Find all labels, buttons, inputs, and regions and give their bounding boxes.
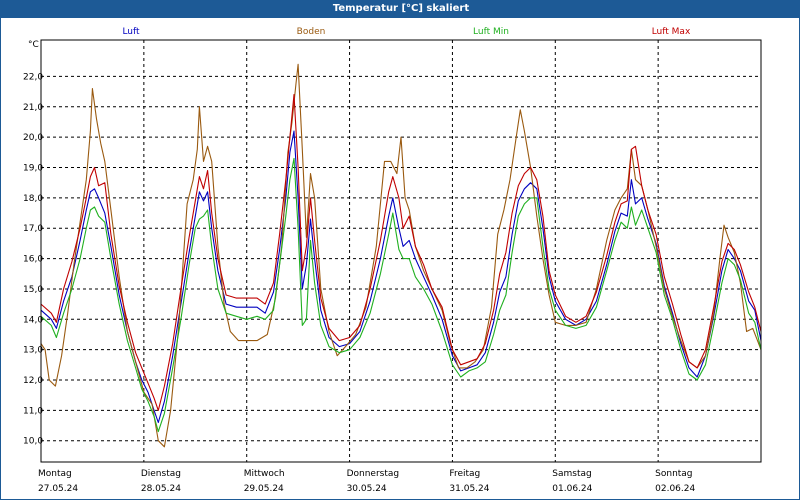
y-tick-label: 18,0 xyxy=(23,194,43,204)
x-tick-day: Dienstag xyxy=(141,469,181,479)
y-tick-label: 19,0 xyxy=(23,164,43,174)
y-tick-label: 11,0 xyxy=(23,406,43,416)
y-tick-label: 17,0 xyxy=(23,224,43,234)
series-lines xyxy=(40,63,762,448)
legend-item: Luft Max xyxy=(652,27,691,37)
plot-area-border xyxy=(40,39,762,463)
x-tick-day: Montag xyxy=(38,469,72,479)
y-tick-label: 22,0 xyxy=(23,72,43,82)
chart-title: Temperatur [°C] skaliert xyxy=(1,0,800,18)
legend-item: Boden xyxy=(297,27,326,37)
y-tick-label: 20,0 xyxy=(23,133,43,143)
series-line-0 xyxy=(40,130,762,424)
x-tick-day: Mittwoch xyxy=(244,469,285,479)
x-tick-day: Samstag xyxy=(552,469,591,479)
series-line-3 xyxy=(40,94,762,411)
y-tick-labels: 10,0 11,0 12,0 13,0 14,0 15,0 16,0 17,0 18,0 19,0… xyxy=(23,72,43,446)
x-tick-day: Freitag xyxy=(449,469,480,479)
x-tick-date: 02.06.24 xyxy=(655,484,695,494)
y-tick-label: 13,0 xyxy=(23,346,43,356)
x-tick-day: Sonntag xyxy=(655,469,692,479)
y-tick-label: 14,0 xyxy=(23,315,43,325)
x-tick-date: 29.05.24 xyxy=(244,484,284,494)
x-tick-date: 31.05.24 xyxy=(449,484,489,494)
y-tick-label: 15,0 xyxy=(23,285,43,295)
y-tick-label: 21,0 xyxy=(23,103,43,113)
y-tick-label: 12,0 xyxy=(23,376,43,386)
y-axis-unit-label: °C xyxy=(28,40,39,50)
x-tick-date: 30.05.24 xyxy=(347,484,387,494)
x-tick-date: 01.06.24 xyxy=(552,484,592,494)
y-tick-label: 16,0 xyxy=(23,255,43,265)
grid xyxy=(41,40,761,462)
legend-item: Luft Min xyxy=(473,27,509,37)
x-tick-date: 28.05.24 xyxy=(141,484,181,494)
y-tick-label: 10,0 xyxy=(23,437,43,447)
x-tick-day: Donnerstag xyxy=(347,469,400,479)
legend: Luft Boden Luft Min Luft Max xyxy=(122,27,691,37)
x-tick-date: 27.05.24 xyxy=(38,484,78,494)
series-line-2 xyxy=(40,157,762,433)
legend-item: Luft xyxy=(122,27,140,37)
x-tick-labels: Montag 27.05.24 Dienstag 28.05.24 Mittwoch 29… xyxy=(38,469,695,494)
series-line-1 xyxy=(40,63,762,448)
